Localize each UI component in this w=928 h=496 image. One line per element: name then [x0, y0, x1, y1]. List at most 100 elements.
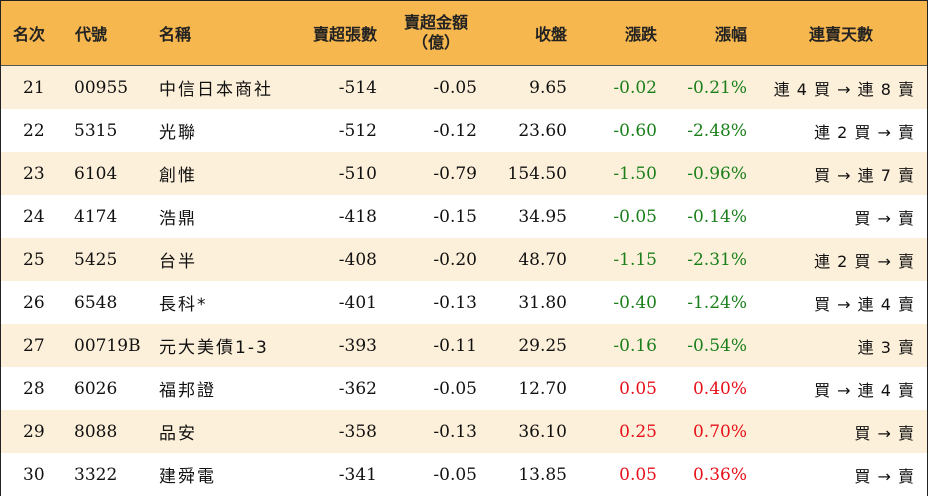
- cell-code: 4174: [74, 206, 118, 227]
- cell-sell-lots: -408: [338, 249, 377, 270]
- cell-name: 福邦證: [159, 381, 216, 401]
- cell-code: 6026: [74, 378, 118, 399]
- cell-streak: 連 2 買 → 賣: [814, 251, 915, 271]
- cell-streak: 買 → 賣: [854, 423, 915, 443]
- cell-sell-lots: -401: [338, 292, 377, 313]
- cell-sell-lots: -510: [338, 163, 377, 184]
- cell-name: 品安: [159, 424, 197, 444]
- cell-name: 台半: [159, 252, 197, 272]
- cell-rank: 26: [23, 292, 45, 313]
- cell-streak: 買 → 賣: [854, 208, 915, 228]
- cell-change: -0.16: [613, 335, 657, 356]
- cell-pct: 0.36%: [692, 464, 747, 485]
- table-row: 30 3322 建舜電 -341 -0.05 13.85 0.05 0.36% 買 → 賣: [1, 453, 927, 496]
- cell-sell-amount: -0.79: [433, 163, 477, 184]
- cell-streak: 連 3 賣: [857, 337, 915, 357]
- cell-name: 浩鼎: [159, 209, 197, 229]
- cell-name: 長科*: [159, 295, 208, 315]
- table-row: 27 00719B 元大美債1-3 -393 -0.11 29.25 -0.16 -0.54%…: [1, 324, 927, 367]
- cell-pct: 0.40%: [692, 378, 747, 399]
- header-change: 漲跌: [624, 25, 657, 44]
- cell-change: -1.15: [613, 249, 657, 270]
- cell-streak: 買 → 連 4 賣: [814, 380, 915, 400]
- table-header: 名次 代號 名稱 賣超張數 賣超金額 （億） 收盤 漲跌 漲幅 連賣天數: [1, 1, 927, 67]
- cell-sell-amount: -0.13: [433, 421, 477, 442]
- cell-code: 6104: [74, 163, 118, 184]
- cell-change: -1.50: [613, 163, 657, 184]
- cell-name: 元大美債1-3: [159, 338, 269, 358]
- cell-streak: 連 4 買 → 連 8 賣: [773, 79, 915, 99]
- cell-rank: 25: [23, 249, 45, 270]
- cell-sell-amount: -0.05: [433, 464, 477, 485]
- cell-sell-amount: -0.12: [433, 120, 477, 141]
- cell-close: 36.10: [518, 421, 567, 442]
- cell-close: 13.85: [518, 464, 567, 485]
- cell-pct: -0.14%: [687, 206, 747, 227]
- cell-pct: -0.96%: [687, 163, 747, 184]
- table-row: 21 00955 中信日本商社 -514 -0.05 9.65 -0.02 -0.21% 連 4…: [1, 66, 927, 109]
- table-row: 23 6104 創惟 -510 -0.79 154.50 -1.50 -0.96% 買 → 連 …: [1, 152, 927, 195]
- cell-close: 23.60: [518, 120, 567, 141]
- cell-name: 中信日本商社: [159, 80, 273, 100]
- cell-rank: 29: [23, 421, 45, 442]
- cell-close: 31.80: [518, 292, 567, 313]
- cell-change: 0.05: [619, 378, 657, 399]
- cell-sell-amount: -0.15: [433, 206, 477, 227]
- table-row: 22 5315 光聯 -512 -0.12 23.60 -0.60 -2.48% 連 2 買 →…: [1, 109, 927, 152]
- table-row: 26 6548 長科* -401 -0.13 31.80 -0.40 -1.24% 買 → 連 …: [1, 281, 927, 324]
- header-sell-lots: 賣超張數: [312, 25, 377, 44]
- cell-close: 12.70: [518, 378, 567, 399]
- cell-code: 5425: [74, 249, 118, 270]
- cell-name: 光聯: [159, 123, 197, 143]
- header-sell-amount: 賣超金額 （億）: [393, 1, 479, 65]
- cell-pct: -2.31%: [687, 249, 747, 270]
- cell-code: 8088: [74, 421, 118, 442]
- cell-pct: -2.48%: [687, 120, 747, 141]
- cell-sell-amount: -0.11: [433, 335, 477, 356]
- cell-rank: 21: [23, 77, 45, 98]
- cell-sell-lots: -362: [338, 378, 377, 399]
- cell-sell-lots: -418: [338, 206, 377, 227]
- cell-code: 3322: [74, 464, 118, 485]
- cell-sell-lots: -512: [338, 120, 377, 141]
- table-row: 28 6026 福邦證 -362 -0.05 12.70 0.05 0.40% 買 → 連 4 …: [1, 367, 927, 410]
- cell-close: 48.70: [518, 249, 567, 270]
- cell-streak: 連 2 買 → 賣: [814, 122, 915, 142]
- table-row: 29 8088 品安 -358 -0.13 36.10 0.25 0.70% 買 → 賣: [1, 410, 927, 453]
- table-row: 25 5425 台半 -408 -0.20 48.70 -1.15 -2.31% 連 2 買 →…: [1, 238, 927, 281]
- cell-close: 34.95: [518, 206, 567, 227]
- header-rank: 名次: [13, 25, 46, 44]
- cell-streak: 買 → 賣: [854, 466, 915, 486]
- header-streak: 連賣天數: [808, 25, 873, 44]
- cell-pct: 0.70%: [692, 421, 747, 442]
- cell-sell-amount: -0.05: [433, 77, 477, 98]
- cell-rank: 27: [23, 335, 45, 356]
- header-sell-amount-unit: （億）: [411, 33, 460, 52]
- cell-change: 0.05: [619, 464, 657, 485]
- cell-pct: -0.54%: [687, 335, 747, 356]
- cell-code: 00719B: [74, 335, 141, 356]
- cell-sell-lots: -358: [338, 421, 377, 442]
- cell-close: 29.25: [518, 335, 567, 356]
- cell-sell-lots: -341: [338, 464, 377, 485]
- cell-pct: -0.21%: [687, 77, 747, 98]
- cell-change: -0.60: [613, 120, 657, 141]
- cell-sell-amount: -0.20: [433, 249, 477, 270]
- cell-streak: 買 → 連 4 賣: [814, 294, 915, 314]
- cell-name: 建舜電: [159, 467, 216, 487]
- cell-change: -0.02: [613, 77, 657, 98]
- cell-close: 9.65: [529, 77, 567, 98]
- header-close: 收盤: [534, 25, 567, 44]
- cell-rank: 23: [23, 163, 45, 184]
- cell-rank: 30: [23, 464, 45, 485]
- header-name: 名稱: [159, 25, 192, 44]
- cell-sell-amount: -0.13: [433, 292, 477, 313]
- table-row: 24 4174 浩鼎 -418 -0.15 34.95 -0.05 -0.14% 買 → 賣: [1, 195, 927, 238]
- cell-code: 00955: [74, 77, 129, 98]
- cell-rank: 22: [23, 120, 45, 141]
- cell-sell-amount: -0.05: [433, 378, 477, 399]
- cell-rank: 28: [23, 378, 45, 399]
- cell-sell-lots: -393: [338, 335, 377, 356]
- cell-change: -0.05: [613, 206, 657, 227]
